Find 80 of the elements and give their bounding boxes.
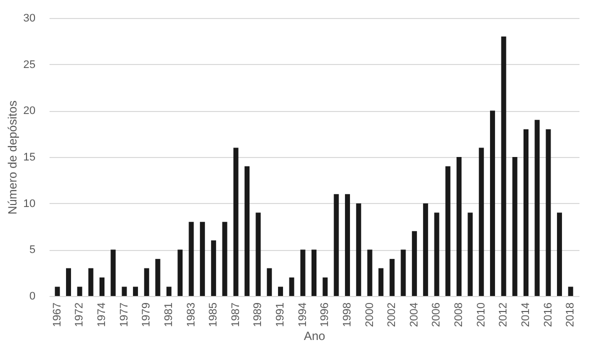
y-tick-label: 15 bbox=[23, 152, 36, 164]
bar bbox=[512, 157, 518, 296]
bar bbox=[222, 222, 228, 296]
x-tick-label: 2010 bbox=[475, 302, 488, 327]
bar bbox=[568, 286, 574, 296]
y-tick-label: 10 bbox=[23, 198, 36, 210]
bar bbox=[188, 222, 194, 296]
bar bbox=[378, 268, 384, 296]
bar bbox=[278, 286, 284, 296]
x-tick-label: 1983 bbox=[185, 302, 198, 327]
bar bbox=[356, 203, 362, 296]
bar bbox=[445, 166, 450, 296]
x-tick-label: 2014 bbox=[520, 302, 532, 327]
x-tick-label: 1991 bbox=[274, 302, 287, 327]
bar bbox=[490, 110, 496, 296]
x-tick-label: 1987 bbox=[230, 302, 242, 327]
x-tick-label: 1996 bbox=[319, 302, 332, 327]
bar bbox=[266, 268, 272, 296]
bar bbox=[289, 277, 294, 296]
bar bbox=[456, 157, 462, 296]
bar bbox=[300, 250, 306, 296]
bar bbox=[155, 258, 160, 296]
bar bbox=[244, 166, 250, 296]
x-tick-label: 1967 bbox=[51, 302, 64, 327]
y-tick-label: 20 bbox=[23, 105, 36, 118]
bar bbox=[546, 129, 551, 296]
bar bbox=[132, 286, 138, 296]
bar bbox=[166, 286, 172, 296]
bar bbox=[77, 286, 82, 296]
bar bbox=[211, 240, 216, 296]
bar bbox=[534, 120, 540, 296]
bar bbox=[556, 212, 562, 296]
x-tick-label: 1972 bbox=[74, 302, 86, 327]
bar bbox=[322, 277, 328, 296]
bar bbox=[400, 250, 406, 296]
x-tick-label: 1994 bbox=[296, 302, 309, 327]
y-tick-label: 30 bbox=[23, 12, 36, 24]
bar bbox=[367, 250, 372, 296]
bar bbox=[200, 222, 205, 296]
bar bbox=[344, 194, 350, 296]
x-tick-label: 2002 bbox=[386, 302, 398, 327]
x-axis-title: Ano bbox=[304, 328, 326, 343]
x-tick-label: 2006 bbox=[430, 302, 443, 327]
bar bbox=[501, 36, 506, 296]
bar bbox=[100, 277, 104, 296]
x-tick-label: 1981 bbox=[162, 302, 175, 327]
y-tick-label: 25 bbox=[23, 58, 36, 71]
bar bbox=[122, 286, 127, 296]
x-tick-label: 1989 bbox=[252, 302, 264, 327]
bar bbox=[423, 203, 428, 296]
x-tick-label: 2008 bbox=[453, 302, 466, 327]
bar bbox=[390, 258, 395, 296]
x-tick-label: 1974 bbox=[96, 302, 108, 327]
y-axis-title: Número de depósitos bbox=[5, 100, 20, 215]
bar bbox=[66, 268, 72, 296]
x-tick-label: 1977 bbox=[118, 302, 130, 327]
x-tick-label: 1985 bbox=[208, 302, 220, 327]
bar bbox=[110, 250, 116, 296]
y-tick-label: 0 bbox=[29, 290, 36, 302]
y-tick-label: 5 bbox=[29, 244, 36, 256]
bar bbox=[434, 212, 440, 296]
bar bbox=[54, 286, 60, 296]
bar bbox=[334, 194, 339, 296]
bar bbox=[468, 212, 473, 296]
bar bbox=[88, 268, 94, 296]
bar bbox=[256, 212, 261, 296]
bar bbox=[478, 148, 484, 296]
bar bbox=[524, 129, 528, 296]
x-tick-label: 2000 bbox=[364, 302, 376, 327]
x-tick-label: 2004 bbox=[408, 302, 420, 327]
x-tick-label: 2016 bbox=[542, 302, 554, 327]
x-tick-label: 1979 bbox=[140, 302, 153, 327]
x-tick-label: 2012 bbox=[498, 302, 510, 327]
x-tick-label: 2018 bbox=[564, 302, 577, 327]
x-tick-label: 1998 bbox=[341, 302, 354, 327]
bar bbox=[412, 231, 417, 296]
bar bbox=[312, 250, 316, 296]
bar bbox=[233, 148, 238, 296]
bar bbox=[178, 250, 183, 296]
bar bbox=[144, 268, 150, 296]
